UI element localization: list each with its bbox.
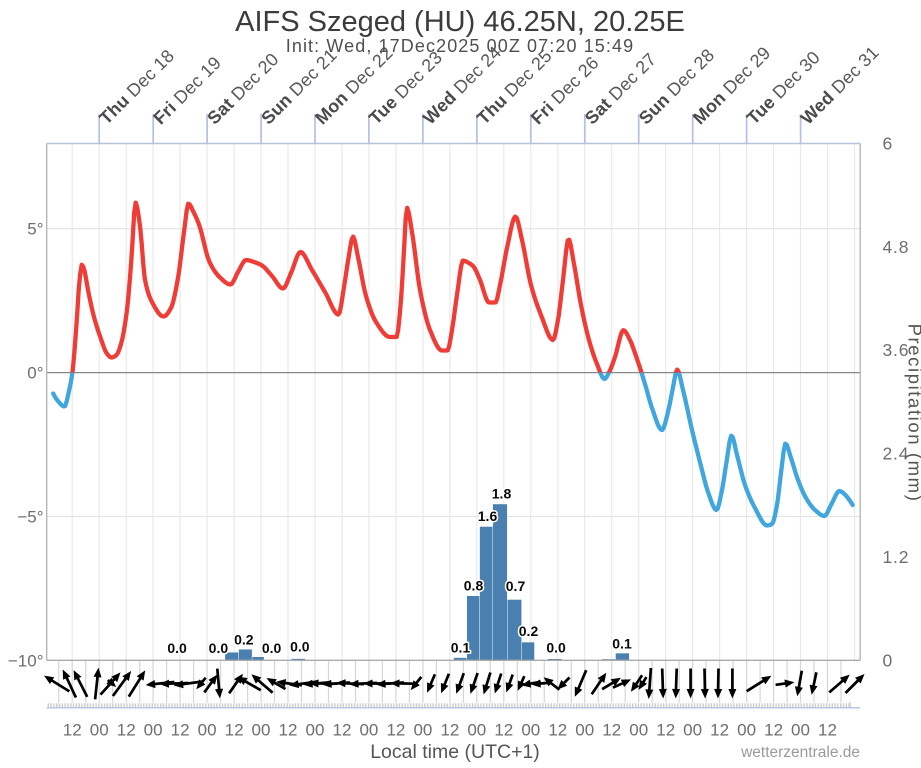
svg-text:00: 00 [359,721,378,740]
svg-text:4.8: 4.8 [883,237,910,257]
svg-text:1.8: 1.8 [492,486,512,502]
svg-text:00: 00 [791,721,810,740]
svg-text:Local time (UTC+1): Local time (UTC+1) [370,741,540,763]
svg-text:5°: 5° [27,220,43,239]
svg-text:12: 12 [279,721,298,740]
svg-text:1.2: 1.2 [883,547,910,567]
svg-text:00: 00 [144,721,163,740]
svg-text:12: 12 [494,721,513,740]
svg-text:00: 00 [467,721,486,740]
svg-text:0.0: 0.0 [546,640,566,656]
svg-text:1.6: 1.6 [478,508,498,524]
svg-text:AIFS Szeged (HU) 46.25N, 20.25: AIFS Szeged (HU) 46.25N, 20.25E [235,6,685,38]
svg-text:00: 00 [629,721,648,740]
svg-text:Precipitation (mm): Precipitation (mm) [905,324,921,503]
svg-text:0°: 0° [27,364,43,383]
svg-text:00: 00 [252,721,271,740]
svg-text:12: 12 [333,721,352,740]
svg-text:12: 12 [63,721,82,740]
svg-text:0.0: 0.0 [290,639,310,655]
svg-text:0.1: 0.1 [612,636,632,652]
svg-text:3.6: 3.6 [883,340,910,360]
svg-text:12: 12 [386,721,405,740]
svg-text:−10°: −10° [8,651,44,670]
svg-text:0.8: 0.8 [464,578,484,594]
svg-text:00: 00 [306,721,325,740]
svg-text:0: 0 [883,650,894,670]
svg-text:6: 6 [883,134,894,154]
svg-text:12: 12 [548,721,567,740]
svg-text:0.0: 0.0 [167,640,187,656]
svg-text:12: 12 [440,721,459,740]
svg-text:12: 12 [117,721,136,740]
svg-text:0.2: 0.2 [234,632,254,648]
svg-text:−5°: −5° [17,507,43,526]
svg-text:00: 00 [575,721,594,740]
svg-text:0.0: 0.0 [262,640,282,656]
svg-text:00: 00 [198,721,217,740]
svg-text:0.1: 0.1 [451,640,471,656]
svg-text:0.2: 0.2 [519,623,539,639]
svg-text:12: 12 [602,721,621,740]
svg-text:12: 12 [710,721,729,740]
svg-text:2.4: 2.4 [883,444,910,464]
svg-text:00: 00 [737,721,756,740]
svg-text:00: 00 [413,721,432,740]
svg-text:00: 00 [521,721,540,740]
svg-text:00: 00 [90,721,109,740]
svg-text:12: 12 [225,721,244,740]
svg-text:12: 12 [764,721,783,740]
svg-text:12: 12 [818,721,837,740]
svg-text:12: 12 [171,721,190,740]
svg-text:wetterzentrale.de: wetterzentrale.de [740,744,860,761]
svg-text:12: 12 [656,721,675,740]
svg-text:0.0: 0.0 [209,640,229,656]
svg-text:0.7: 0.7 [506,578,526,594]
svg-text:Init: Wed, 17Dec2025 00Z 07:20: Init: Wed, 17Dec2025 00Z 07:20 15:49 [286,36,634,56]
svg-text:00: 00 [683,721,702,740]
